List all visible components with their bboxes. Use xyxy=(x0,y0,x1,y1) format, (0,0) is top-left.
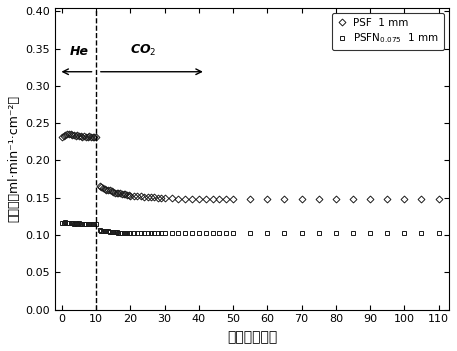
PSFN$_{0.075}$  1 mm xyxy=(419,231,424,235)
X-axis label: 时间（小时）: 时间（小时） xyxy=(227,330,277,344)
Y-axis label: 透氧量（ml·min⁻¹·cm⁻²）: 透氧量（ml·min⁻¹·cm⁻²） xyxy=(7,95,20,222)
Line: PSF  1 mm: PSF 1 mm xyxy=(97,184,441,202)
PSF  1 mm xyxy=(419,197,424,201)
PSFN$_{0.075}$  1 mm xyxy=(436,231,441,235)
PSF  1 mm xyxy=(97,184,102,188)
PSFN$_{0.075}$  1 mm xyxy=(203,231,208,235)
PSF  1 mm xyxy=(196,197,202,201)
PSF  1 mm xyxy=(124,193,130,197)
PSFN$_{0.075}$  1 mm xyxy=(126,231,132,235)
PSF  1 mm xyxy=(436,197,441,201)
PSF  1 mm xyxy=(122,192,128,196)
Legend: PSF  1 mm, PSFN$_{0.075}$  1 mm: PSF 1 mm, PSFN$_{0.075}$ 1 mm xyxy=(332,13,444,50)
PSF  1 mm xyxy=(116,191,121,196)
PSFN$_{0.075}$  1 mm xyxy=(223,231,229,235)
Line: PSFN$_{0.075}$  1 mm: PSFN$_{0.075}$ 1 mm xyxy=(97,227,441,235)
Text: He: He xyxy=(69,45,89,58)
PSFN$_{0.075}$  1 mm xyxy=(124,231,130,235)
PSFN$_{0.075}$  1 mm xyxy=(117,231,123,235)
PSFN$_{0.075}$  1 mm xyxy=(97,228,102,232)
PSFN$_{0.075}$  1 mm xyxy=(116,231,121,235)
PSF  1 mm xyxy=(223,197,229,201)
PSF  1 mm xyxy=(217,197,222,201)
Text: CO$_2$: CO$_2$ xyxy=(130,43,157,58)
